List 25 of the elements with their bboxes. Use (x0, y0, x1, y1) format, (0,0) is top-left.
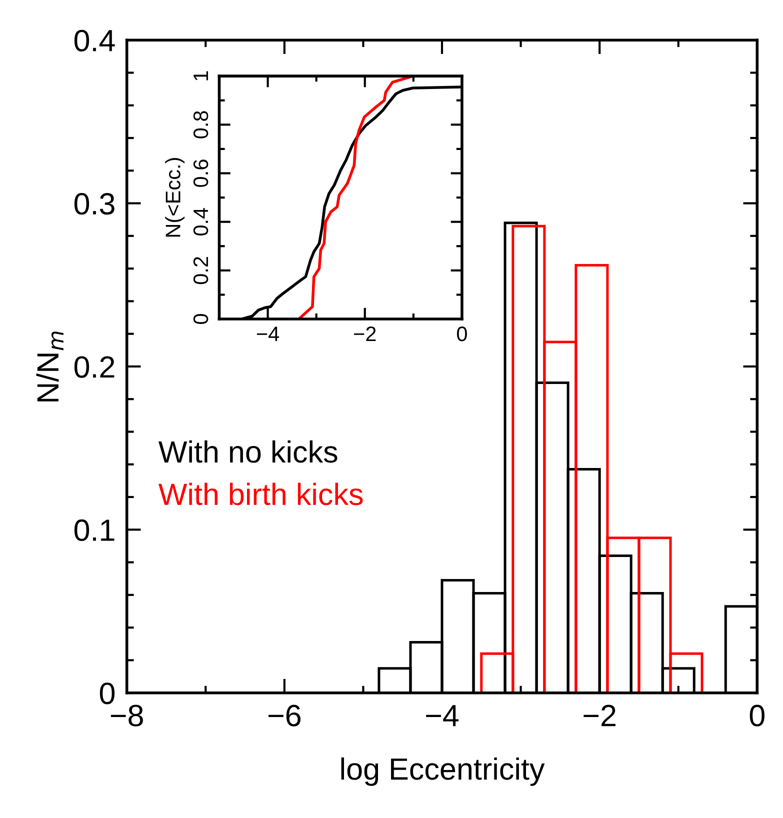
y-axis-title: N(<Ecc.) (165, 158, 185, 237)
text: With birth kicks (158, 482, 363, 506)
x-tick-label: −2 (354, 326, 376, 342)
y-tick-label: 0 (193, 314, 208, 324)
y-tick-label: 0.4 (74, 30, 115, 52)
y-axis-title: N/N$_{m}$ (36, 332, 64, 402)
x-tick-label: −6 (268, 704, 300, 726)
x-tick-label: −4 (256, 326, 280, 342)
x-axis-title: log Eccentricity (341, 757, 545, 786)
x-tick-label: 0 (456, 326, 467, 342)
y-tick-label: 0 (100, 682, 115, 704)
x-tick-label: −8 (110, 704, 143, 726)
line-series (297, 76, 414, 320)
x-tick-label: −2 (584, 704, 616, 726)
x-tick-label: −4 (426, 705, 459, 726)
y-tick-label: 0.1 (74, 519, 114, 542)
y-tick-label: 0.8 (193, 111, 208, 138)
x-tick-label: 0 (750, 704, 764, 726)
y-tick-label: 0.2 (193, 256, 208, 284)
y-tick-label: 1 (194, 71, 208, 80)
y-tick-label: 0.4 (193, 208, 208, 236)
y-tick-label: 0.3 (74, 193, 114, 215)
y-tick-label: 0.6 (193, 160, 208, 187)
y-tick-label: 0.2 (74, 356, 114, 378)
text: With no kicks (158, 440, 338, 463)
